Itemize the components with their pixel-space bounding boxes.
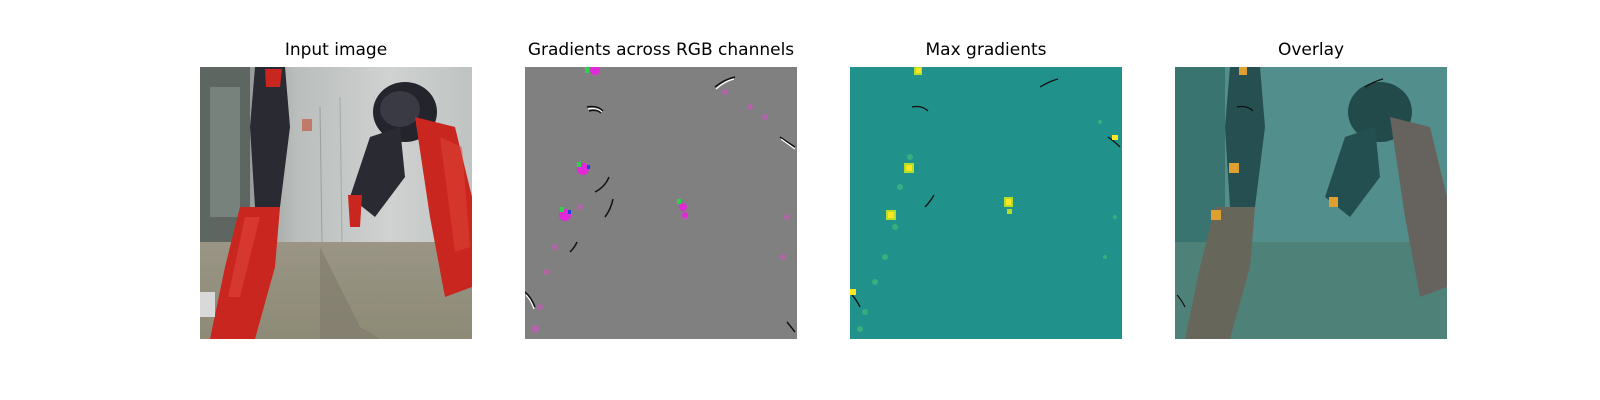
overlay-image xyxy=(1175,67,1447,339)
gradients-rgb-image xyxy=(525,67,797,339)
overlay-title: Overlay xyxy=(1277,40,1345,60)
max-gradients-image xyxy=(850,67,1122,339)
input-image-title: Input image xyxy=(284,40,388,60)
max-gradients-title: Max gradients xyxy=(925,40,1047,60)
gradients-rgb-title: Gradients across RGB channels xyxy=(527,40,795,60)
input-image xyxy=(200,67,472,339)
